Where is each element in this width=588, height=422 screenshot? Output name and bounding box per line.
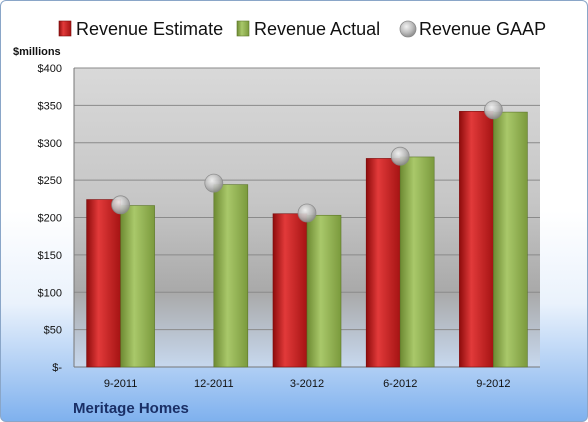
y-tick-label: $350 [38, 100, 62, 112]
bar-revenue-actual [306, 214, 342, 368]
y-tick-labels: $- $50 $100 $150 $200 $250 $300 $350 $400 [38, 63, 63, 374]
legend-swatch [58, 20, 72, 37]
x-tick-label: 3-2012 [290, 378, 324, 390]
legend-item: Revenue Estimate [58, 19, 223, 39]
marker-revenue-gaap [483, 100, 503, 120]
bar-revenue-actual [493, 111, 528, 368]
x-tick-label: 6-2012 [383, 378, 417, 390]
legend-label: Revenue Actual [254, 19, 380, 39]
marker-revenue-gaap [297, 203, 317, 223]
marker-revenue-gaap [390, 146, 410, 166]
x-tick-label: 9-2012 [476, 378, 510, 390]
bar-revenue-actual [120, 205, 155, 368]
x-tick-labels: 9-2011 12-2011 3-2012 6-2012 9-2012 [104, 378, 511, 390]
x-tick-label: 9-2011 [104, 378, 137, 390]
y-tick-label: $50 [44, 325, 62, 337]
bars [86, 111, 528, 368]
y-tick-label: $150 [38, 250, 62, 262]
y-tick-label: $100 [38, 287, 62, 299]
y-tick-label: $200 [38, 213, 62, 225]
legend-swatch [236, 20, 250, 37]
y-axis-label: $millions [13, 46, 61, 58]
y-tick-label: $- [52, 362, 62, 374]
bar-revenue-estimate [272, 213, 308, 368]
x-tick-label: 12-2011 [194, 378, 234, 390]
marker-revenue-gaap [204, 173, 224, 193]
bar-revenue-estimate [86, 199, 121, 368]
legend-item: Revenue Actual [236, 19, 380, 39]
legend: Revenue Estimate Revenue Actual Revenue GA… [58, 19, 546, 39]
bar-revenue-actual [213, 184, 249, 368]
legend-label: Revenue Estimate [76, 19, 223, 39]
legend-item: Revenue GAAP [399, 19, 546, 39]
legend-swatch [399, 20, 417, 38]
y-tick-label: $250 [38, 175, 62, 187]
bar-revenue-estimate [459, 111, 494, 368]
y-tick-label: $400 [38, 63, 62, 75]
y-tick-label: $300 [38, 138, 62, 150]
marker-revenue-gaap [111, 195, 130, 215]
bar-revenue-actual [399, 156, 435, 368]
bar-revenue-estimate [365, 158, 401, 368]
company-name: Meritage Homes [73, 400, 189, 417]
legend-label: Revenue GAAP [419, 19, 546, 39]
gaap-markers [111, 100, 503, 223]
